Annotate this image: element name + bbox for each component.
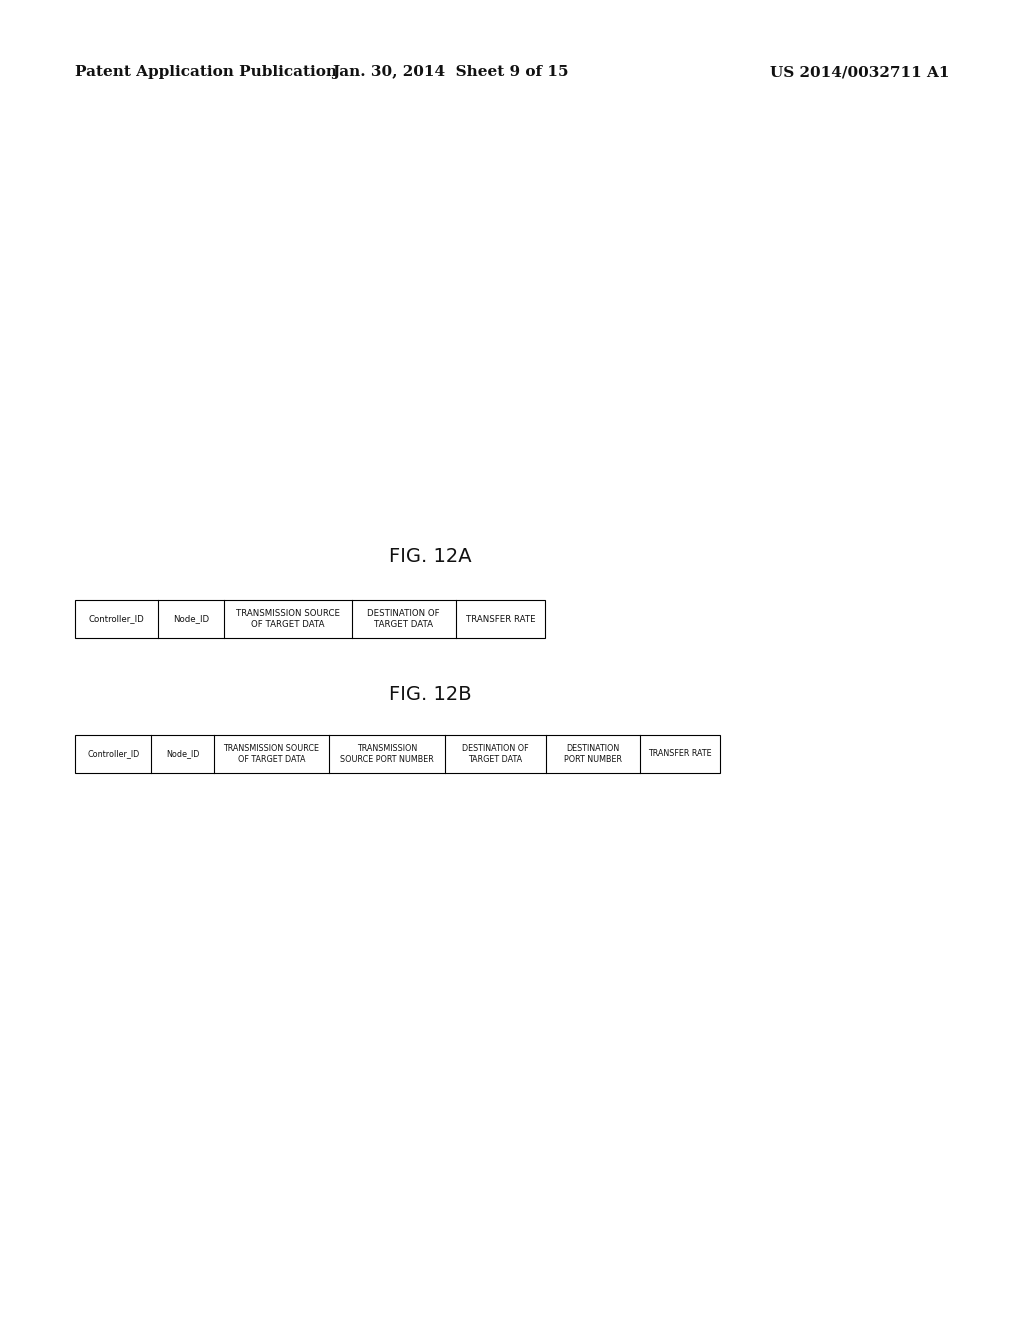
Text: Controller_ID: Controller_ID [87,750,139,759]
Text: DESTINATION
PORT NUMBER: DESTINATION PORT NUMBER [564,744,622,764]
Text: Patent Application Publication: Patent Application Publication [75,65,337,79]
Text: TRANSFER RATE: TRANSFER RATE [466,615,536,623]
Text: Jan. 30, 2014  Sheet 9 of 15: Jan. 30, 2014 Sheet 9 of 15 [333,65,568,79]
Text: Node_ID: Node_ID [166,750,200,759]
Bar [75,735,720,774]
Text: TRANSMISSION SOURCE
OF TARGET DATA: TRANSMISSION SOURCE OF TARGET DATA [223,744,319,764]
Text: FIG. 12B: FIG. 12B [389,685,471,705]
Text: DESTINATION OF
TARGET DATA: DESTINATION OF TARGET DATA [462,744,528,764]
Text: US 2014/0032711 A1: US 2014/0032711 A1 [769,65,949,79]
Text: Controller_ID: Controller_ID [89,615,144,623]
Text: Node_ID: Node_ID [173,615,209,623]
Text: TRANSFER RATE: TRANSFER RATE [648,750,712,759]
Bar [75,601,545,638]
Text: FIG. 12A: FIG. 12A [389,548,471,566]
Text: TRANSMISSION
SOURCE PORT NUMBER: TRANSMISSION SOURCE PORT NUMBER [340,744,434,764]
Text: TRANSMISSION SOURCE
OF TARGET DATA: TRANSMISSION SOURCE OF TARGET DATA [236,610,340,628]
Text: DESTINATION OF
TARGET DATA: DESTINATION OF TARGET DATA [368,610,440,628]
